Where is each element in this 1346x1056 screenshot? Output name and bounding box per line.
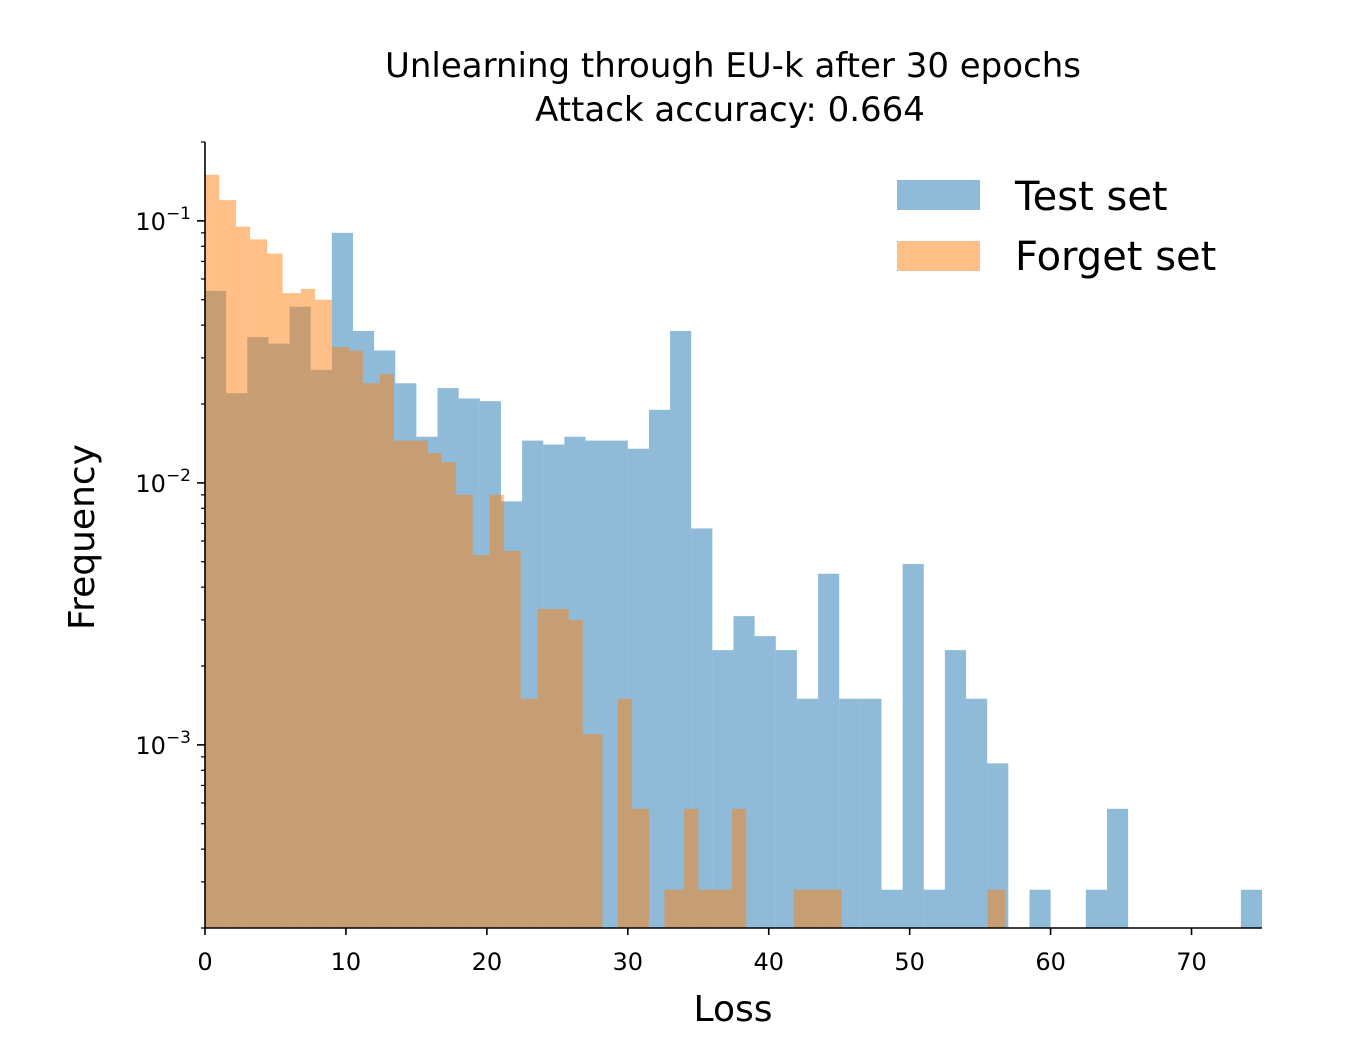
- series-1-bars: [205, 174, 1006, 929]
- axes-layer: 0 10 20 30 40 50 60 70 10−3 10−2 10−1: [135, 141, 1262, 976]
- bar-series-1-18: [489, 494, 504, 928]
- bar-series-1-13: [409, 440, 428, 928]
- bar-series-1-22: [568, 619, 583, 928]
- bar-series-1-6: [300, 288, 315, 928]
- bar-series-1-1: [219, 200, 237, 928]
- x-tick-label: 20: [472, 948, 503, 976]
- bar-series-0-22: [670, 330, 692, 928]
- bar-series-0-33: [902, 564, 924, 928]
- bar-series-1-17: [472, 555, 490, 928]
- y-tick-label: 10−2: [135, 466, 191, 498]
- bar-series-1-5: [282, 293, 301, 928]
- x-tick-label: 0: [197, 948, 212, 976]
- legend-swatch-test: [897, 180, 980, 210]
- bar-series-0-38: [1029, 889, 1051, 928]
- bar-series-0-21: [648, 409, 671, 928]
- bar-series-1-31: [987, 889, 1006, 928]
- bar-series-0-40: [1106, 808, 1129, 928]
- x-tick-label: 70: [1176, 948, 1207, 976]
- bar-series-1-3: [250, 239, 268, 928]
- y-axis-label: Frequency: [62, 444, 103, 630]
- y-tick-label: 10−1: [135, 204, 191, 236]
- bar-series-1-23: [582, 734, 603, 928]
- bar-series-1-29: [732, 808, 747, 928]
- bar-series-1-11: [379, 374, 394, 928]
- bar-series-1-2: [236, 226, 251, 928]
- legend-swatch-forget: [897, 241, 980, 271]
- legend-label-test: Test set: [1014, 174, 1168, 220]
- bar-series-0-29: [818, 573, 840, 928]
- x-tick-label: 10: [331, 948, 362, 976]
- bar-series-1-20: [520, 698, 538, 928]
- x-tick-label: 50: [894, 948, 925, 976]
- bar-series-1-30: [794, 889, 843, 928]
- bar-series-0-28: [796, 698, 819, 928]
- bar-series-1-0: [205, 174, 220, 928]
- bar-series-0-30: [839, 698, 861, 928]
- chart-subtitle: Attack accuracy: 0.664: [535, 90, 925, 130]
- bar-series-0-34: [923, 889, 945, 928]
- bar-series-1-16: [455, 494, 473, 928]
- bar-series-0-27: [775, 650, 797, 928]
- legend-label-forget: Forget set: [1015, 234, 1216, 280]
- bar-series-0-39: [1085, 889, 1107, 928]
- x-tick-label: 30: [613, 948, 644, 976]
- bar-series-0-41: [1240, 889, 1262, 928]
- bar-series-0-36: [966, 698, 988, 928]
- y-tick-label: 10−3: [135, 728, 191, 760]
- x-tick-label: 60: [1035, 948, 1066, 976]
- bar-series-1-26: [664, 889, 685, 928]
- bar-series-1-9: [348, 350, 363, 928]
- bar-series-1-14: [427, 453, 442, 928]
- bar-series-0-26: [754, 636, 776, 928]
- x-axis-label: Loss: [694, 989, 773, 1030]
- bar-series-1-7: [314, 299, 332, 928]
- x-tick-label: 40: [753, 948, 784, 976]
- bar-series-1-10: [362, 383, 380, 928]
- bar-series-1-12: [393, 440, 410, 928]
- bar-series-1-19: [503, 550, 521, 928]
- chart-title: Unlearning through EU-k after 30 epochs: [385, 46, 1081, 86]
- bar-series-1-28: [698, 889, 733, 928]
- bar-series-1-8: [331, 347, 349, 929]
- bar-series-0-24: [712, 650, 734, 928]
- bar-series-1-15: [441, 462, 456, 928]
- bar-series-0-31: [860, 698, 882, 928]
- bar-series-1-27: [684, 808, 699, 928]
- bar-series-0-35: [944, 650, 967, 928]
- bar-series-0-32: [881, 889, 903, 928]
- bar-series-0-20: [627, 448, 649, 928]
- bar-series-1-24: [617, 698, 633, 928]
- bars-layer: [205, 174, 1262, 929]
- bar-series-1-25: [632, 808, 649, 928]
- legend: Test set Forget set: [897, 174, 1216, 280]
- bar-series-1-21: [537, 609, 569, 928]
- bar-series-1-4: [267, 253, 283, 928]
- bar-series-0-37: [987, 763, 1009, 928]
